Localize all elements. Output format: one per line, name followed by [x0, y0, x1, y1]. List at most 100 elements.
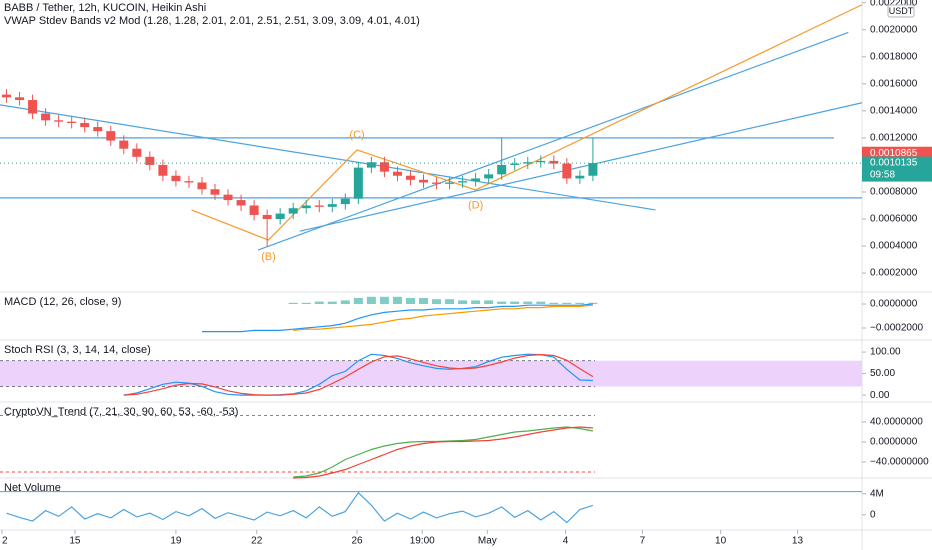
candle-body	[80, 123, 90, 128]
histogram-bar	[562, 302, 572, 304]
x-tick-label: 2	[2, 536, 8, 547]
candle-body	[484, 174, 494, 179]
y-tick-label: 0.0004000	[870, 241, 918, 252]
candle-body	[392, 171, 402, 176]
candle-body	[432, 182, 442, 184]
candle-body	[327, 204, 337, 207]
histogram-bar	[405, 298, 415, 304]
histogram-bar	[588, 302, 598, 304]
pane-title: Stoch RSI (3, 3, 14, 14, close)	[4, 344, 151, 356]
y-tick-label: 50.00	[870, 368, 895, 379]
candle-body	[288, 208, 298, 214]
candle-body	[471, 178, 481, 182]
pane: 4M 0 Net Volume	[0, 482, 884, 524]
histogram-bar	[392, 296, 402, 304]
y-tick-label: 0.0006000	[870, 214, 918, 225]
x-tick-label: 13	[792, 536, 804, 547]
candle-body	[458, 181, 468, 183]
pane-title: MACD (12, 26, close, 9)	[4, 296, 121, 308]
y-tick-label: 0.0002000	[870, 268, 918, 279]
price-label-box	[862, 146, 932, 160]
price-label: 0.0010135	[870, 158, 918, 169]
y-tick-label: 0.00	[870, 390, 890, 401]
histogram-bar	[419, 298, 429, 304]
candle-body	[275, 213, 285, 219]
candle-body	[236, 200, 246, 206]
candle-body	[379, 162, 389, 172]
y-tick-label: 0.0012000	[870, 133, 918, 144]
candle-body	[249, 205, 259, 215]
histogram-bar	[379, 296, 389, 304]
candle-body	[67, 121, 77, 124]
x-tick-label: 19	[170, 536, 182, 547]
candle-body	[106, 131, 116, 141]
candle-body	[158, 164, 168, 176]
candle-body	[536, 160, 546, 163]
histogram-bar	[484, 300, 494, 304]
candle-body	[340, 198, 350, 205]
y-tick-label: 0.0008000	[870, 187, 918, 198]
y-tick-label: 0.0000000	[870, 437, 918, 448]
series-line	[6, 491, 594, 524]
histogram-bar	[510, 301, 520, 304]
candle-body	[405, 175, 415, 180]
candle-body	[366, 162, 376, 168]
candle-body	[419, 179, 429, 183]
histogram-bar	[523, 301, 533, 304]
currency: USDT	[889, 6, 914, 16]
candle-body	[262, 214, 272, 219]
indicator-title: VWAP Stdev Bands v2 Mod (1.28, 1.28, 2.0…	[4, 15, 420, 27]
y-tick-label: 100.00	[870, 347, 901, 358]
y-tick-label: 4M	[870, 488, 884, 499]
histogram-bar	[353, 298, 363, 304]
x-tick-label: 7	[640, 536, 646, 547]
candle-body	[210, 189, 220, 195]
trend-line	[0, 104, 656, 211]
candle-body	[132, 148, 142, 157]
candle-body	[301, 205, 311, 209]
y-tick-label: 0.0016000	[870, 78, 918, 89]
chart-title: BABB / Tether, 12h, KUCOIN, Heikin Ashi	[4, 2, 206, 14]
candle-body	[549, 160, 559, 164]
y-tick-label: 0.0020000	[870, 24, 918, 35]
pane: 0.0000000 −0.0002000 MACD (12, 26, close, …	[4, 296, 924, 334]
y-tick-label: −0.0002000	[870, 323, 924, 334]
wave-label: (C)	[349, 129, 364, 141]
y-tick-label: −40.0000000	[870, 457, 929, 468]
candle-body	[197, 182, 207, 190]
histogram-bar	[536, 301, 546, 304]
x-tick-label: 26	[351, 536, 363, 547]
x-tick-label: 19:00	[410, 536, 435, 547]
candle-body	[145, 156, 155, 165]
pane: 100.00 50.00 0.00 Stoch RSI (3, 3, 14, 14, …	[0, 344, 901, 401]
x-tick-label: 15	[69, 536, 81, 547]
candle-body	[445, 182, 455, 184]
wave-label: (B)	[261, 251, 276, 263]
histogram-bar	[458, 300, 468, 304]
candle-body	[184, 181, 194, 183]
trend-line	[257, 31, 849, 251]
candle-body	[119, 140, 129, 149]
price-label: 0.0010865	[870, 148, 918, 159]
histogram-bar	[471, 300, 481, 304]
candle-body	[15, 97, 25, 101]
candle-body	[314, 205, 324, 207]
wave-label: (D)	[468, 199, 483, 211]
candle-body	[41, 113, 51, 121]
histogram-bar	[366, 296, 376, 304]
candle-body	[523, 162, 533, 164]
y-tick-label: 40.0000000	[870, 417, 923, 428]
y-tick-label: 0.0000000	[870, 299, 918, 310]
series-line	[202, 303, 593, 333]
series-line	[293, 304, 593, 331]
x-tick-label: 22	[251, 536, 263, 547]
candle-body	[2, 94, 12, 98]
candle-body	[353, 167, 363, 199]
candle-body	[575, 175, 585, 179]
y-tick-label: 0	[870, 509, 876, 520]
histogram-bar	[288, 302, 298, 304]
histogram-bar	[314, 301, 324, 304]
candle-body	[28, 100, 38, 114]
